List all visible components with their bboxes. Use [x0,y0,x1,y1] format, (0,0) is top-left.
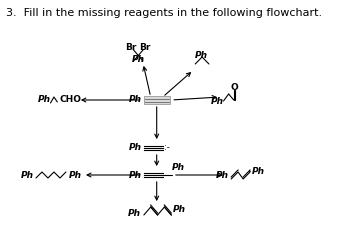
Text: CHO: CHO [59,95,81,105]
Text: Ph: Ph [195,51,208,59]
Text: Ph: Ph [129,95,142,105]
Bar [144,96,169,104]
Text: -: - [248,168,251,176]
Text: Ph: Ph [129,143,142,153]
Text: Br: Br [139,43,150,51]
Text: Ph: Ph [20,171,33,179]
Text: Ph: Ph [252,168,265,176]
Text: Ph: Ph [173,205,186,215]
Text: Ph: Ph [131,55,144,63]
Text: Ph: Ph [129,171,142,179]
Text: Ph: Ph [210,96,224,106]
Text: Ph: Ph [216,171,229,179]
Text: 3.  Fill in the missing reagents in the following flowchart.: 3. Fill in the missing reagents in the f… [6,8,322,18]
Text: Br: Br [125,43,137,51]
Text: Ph: Ph [172,162,185,172]
Text: Ph: Ph [128,208,141,217]
Text: :-: :- [163,143,169,153]
Text: O: O [231,83,238,91]
Text: Ph: Ph [69,171,82,179]
Text: Ph: Ph [37,95,50,105]
